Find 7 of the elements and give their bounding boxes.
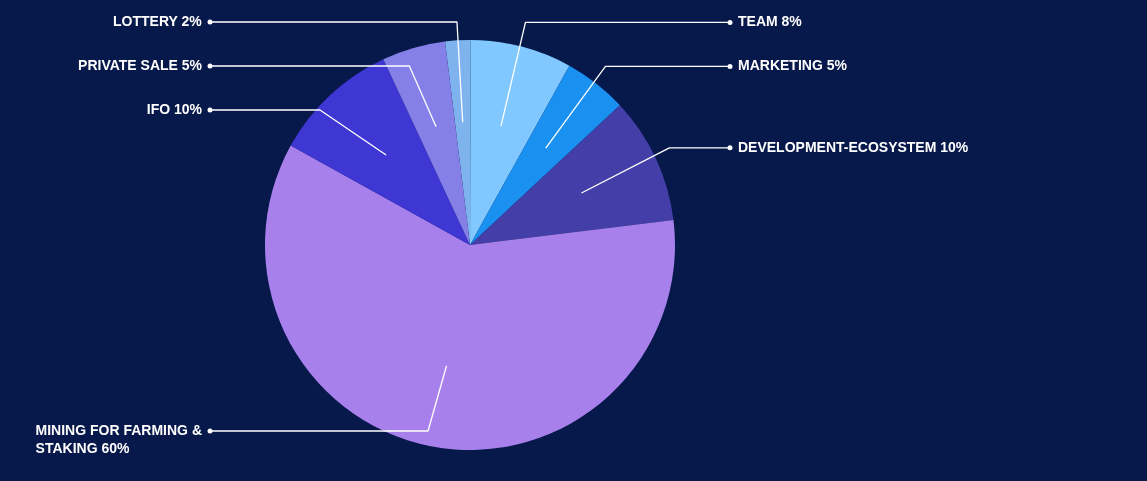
slice-label: IFO 10% [146, 100, 203, 117]
slice-label: MARKETING 5% [738, 57, 848, 74]
slice-label: PRIVATE SALE 5% [78, 56, 203, 73]
slice-label: TEAM 8% [738, 13, 803, 30]
slice-label: LOTTERY 2% [113, 12, 203, 29]
slice-label: MINING FOR FARMING & STAKING 60% [35, 421, 202, 456]
slice-label: DEVELOPMENT-ECOSYSTEM 10% [738, 138, 969, 155]
